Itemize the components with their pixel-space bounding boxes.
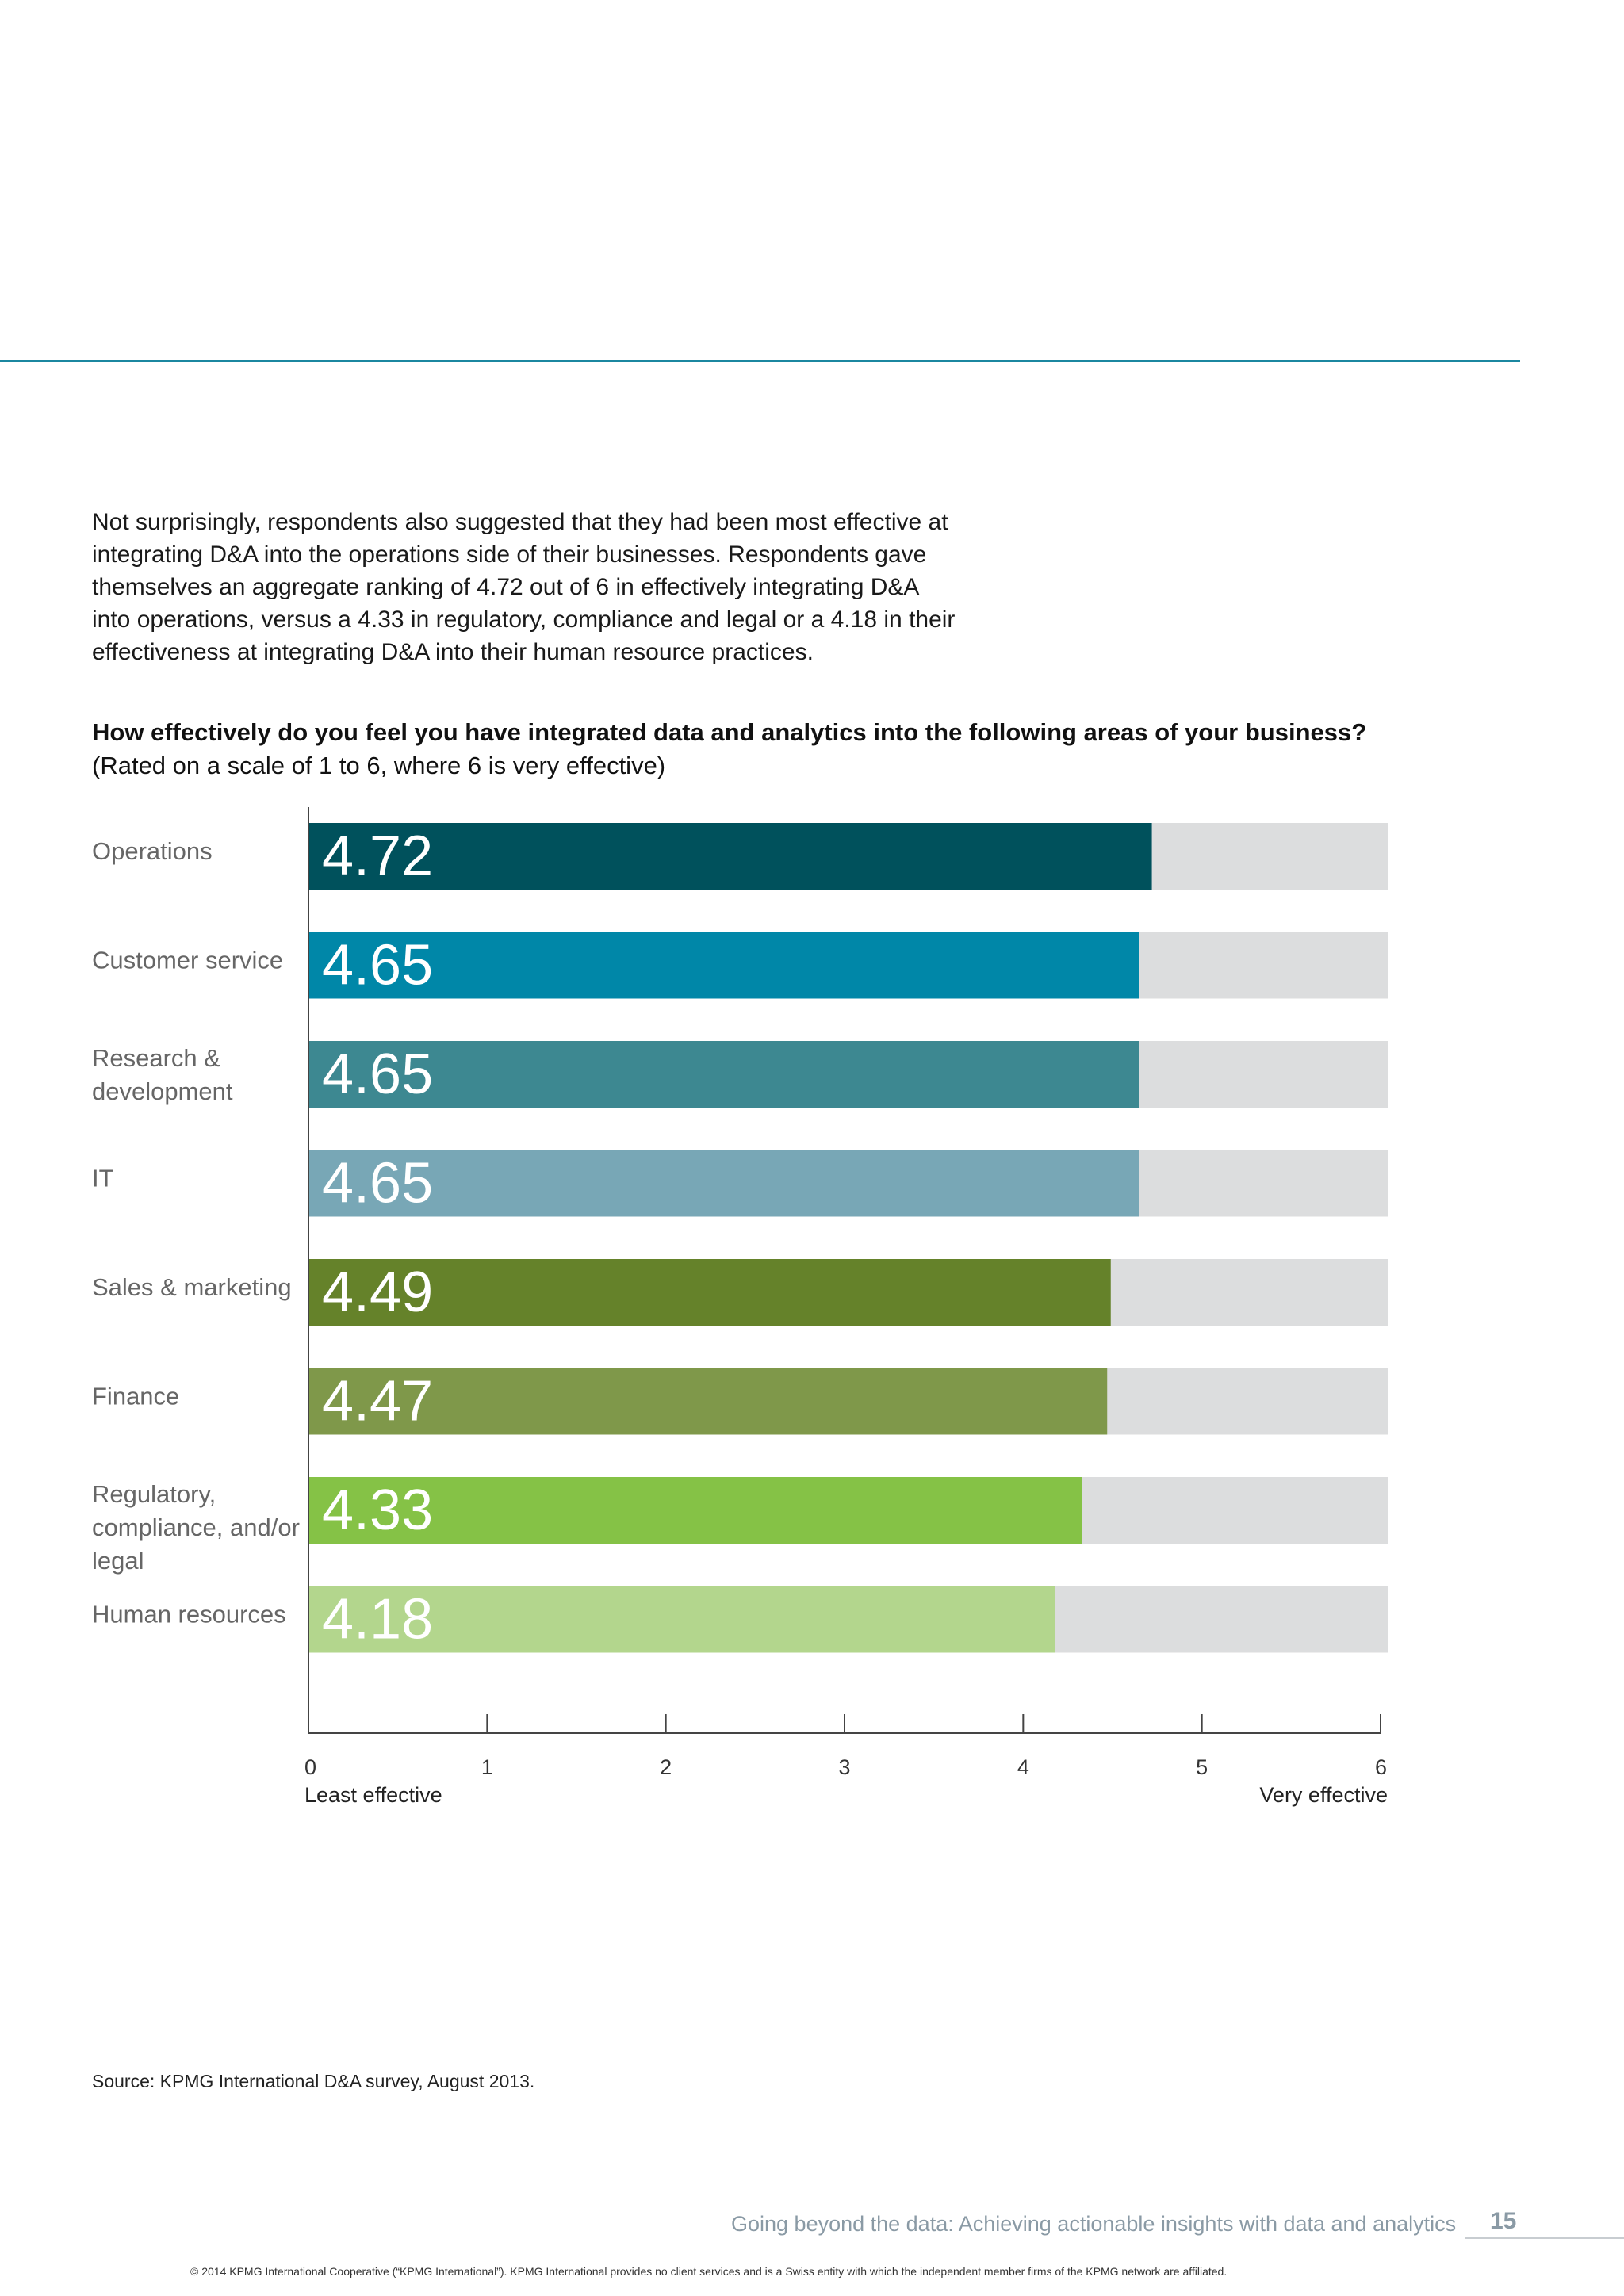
footer-publication-title: Going beyond the data: Achieving actiona…: [731, 2212, 1457, 2236]
chart-title: How effectively do you feel you have int…: [92, 718, 1367, 746]
x-tick-label: 0: [304, 1755, 316, 1779]
bar-value-label: 4.47: [322, 1370, 433, 1433]
bar-value-label: 4.65: [322, 1152, 433, 1215]
bar: [308, 1150, 1139, 1217]
bar: [308, 932, 1139, 999]
category-label: Human resources: [92, 1601, 286, 1628]
bar-value-label: 4.72: [322, 825, 433, 888]
chart-subtitle: (Rated on a scale of 1 to 6, where 6 is …: [92, 752, 666, 779]
category-label: Finance: [92, 1383, 179, 1410]
bar: [308, 1368, 1108, 1435]
category-label: IT: [92, 1165, 114, 1192]
x-tick-label: 1: [481, 1755, 493, 1779]
intro-line: integrating D&A into the operations side…: [92, 541, 927, 568]
x-tick-label: 5: [1196, 1755, 1208, 1779]
category-label: Regulatory, compliance, and/or legal: [92, 1480, 300, 1575]
bar-value-label: 4.65: [322, 934, 433, 997]
x-tick-label: 2: [660, 1755, 672, 1779]
category-label: Customer service: [92, 947, 283, 974]
x-tick-label: 3: [838, 1755, 850, 1779]
footer-rule: [1465, 2237, 1624, 2239]
bar: [308, 1041, 1139, 1108]
x-tick-label: 6: [1375, 1755, 1387, 1779]
bar-value-label: 4.49: [322, 1261, 433, 1324]
bar: [308, 1477, 1082, 1544]
bar: [308, 1259, 1111, 1326]
category-label: Research & development: [92, 1044, 233, 1105]
axis-least-effective-label: Least effective: [304, 1783, 442, 1807]
bar: [308, 823, 1152, 890]
bar: [308, 1586, 1055, 1653]
intro-line: themselves an aggregate ranking of 4.72 …: [92, 574, 920, 600]
intro-line: into operations, versus a 4.33 in regula…: [92, 607, 956, 633]
intro-paragraph: Not surprisingly, respondents also sugge…: [92, 506, 1004, 668]
axis-very-effective-label: Very effective: [1259, 1783, 1388, 1807]
source-note: Source: KPMG International D&A survey, A…: [92, 2071, 535, 2091]
copyright-notice: © 2014 KPMG International Cooperative (“…: [190, 2265, 1228, 2278]
top-divider-rule: [0, 360, 1520, 362]
x-tick-label: 4: [1017, 1755, 1029, 1779]
bar-value-label: 4.65: [322, 1043, 433, 1106]
page-number: 15: [1490, 2208, 1517, 2234]
category-label: Operations: [92, 837, 213, 865]
intro-line: effectiveness at integrating D&A into th…: [92, 639, 814, 665]
bar-value-label: 4.18: [322, 1588, 433, 1651]
bar-value-label: 4.33: [322, 1479, 433, 1542]
category-label: Sales & marketing: [92, 1273, 292, 1301]
intro-line: Not surprisingly, respondents also sugge…: [92, 509, 948, 535]
